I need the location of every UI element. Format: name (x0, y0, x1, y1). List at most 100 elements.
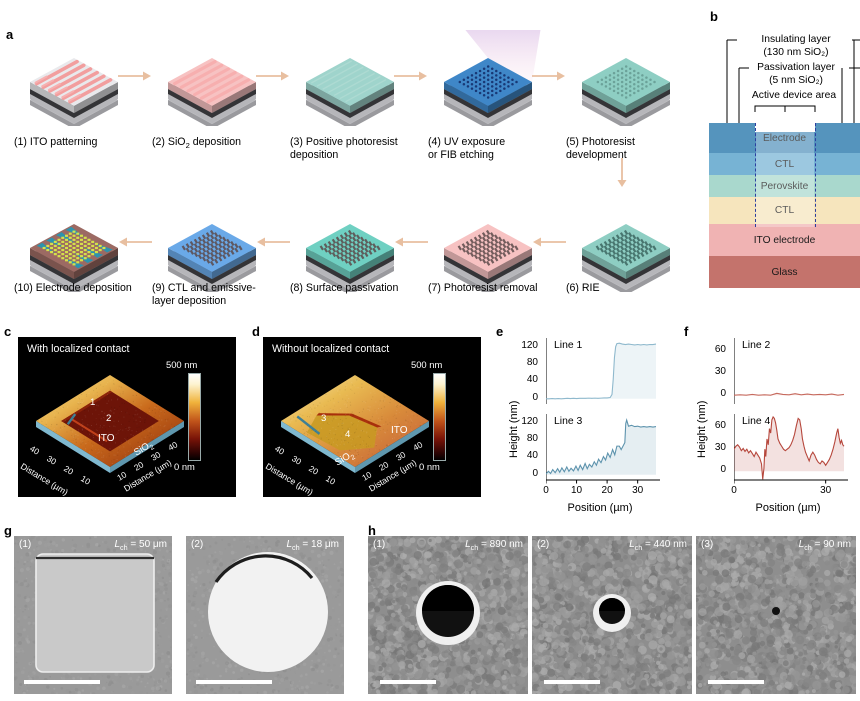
series-label-line-4: Line 4 (742, 416, 770, 427)
x-tick-e-line3-0: 0 (537, 485, 555, 496)
scale-bar (544, 680, 600, 684)
process-step-2 (152, 30, 270, 131)
sem-index-label: (3) (701, 539, 713, 550)
process-step-caption-9: (9) CTL and emissive-layer deposition (152, 282, 284, 307)
device-layer-glass: Glass (709, 256, 860, 288)
flow-arrow-wrap (118, 70, 146, 81)
x-tick-f-line4-30: 30 (817, 485, 835, 496)
sem-image-g-1: (1) Lch = 50 μm (14, 536, 172, 694)
flow-arrow-wrap (118, 236, 146, 247)
flow-arrow (256, 70, 290, 82)
sem-index-label: (2) (191, 539, 203, 550)
sem-image-h-3: (3) Lch = 90 nm (696, 536, 856, 694)
flow-arrow (532, 70, 566, 82)
callout-active-line1: Active device area (730, 90, 858, 103)
afm-annotation-marker-1: 1 (90, 397, 95, 408)
process-step-caption-1: (1) ITO patterning (14, 136, 146, 149)
afm-surface-without-localized-contact (263, 337, 481, 497)
x-tick-e-line3-10: 10 (568, 485, 586, 496)
afm-annotation-ito-label: ITO (391, 425, 407, 436)
scale-bar (196, 680, 272, 684)
process-step-caption-6: (6) RIE (566, 282, 698, 295)
flow-arrow (532, 236, 566, 248)
afm-colorbar (433, 373, 446, 461)
panel-a-letter: a (6, 28, 13, 41)
sem-index-label: (2) (537, 539, 549, 550)
process-step-3 (290, 30, 408, 131)
series-label-line-3: Line 3 (554, 416, 582, 427)
active-area-recess (755, 123, 815, 132)
afm-colorbar-min: 0 nm (419, 461, 440, 472)
process-step-4 (428, 30, 546, 131)
flow-arrow (394, 236, 428, 248)
process-step-caption-3: (3) Positive photoresist deposition (290, 136, 422, 161)
wafer-diagram-5 (566, 30, 692, 126)
y-tick-f-line2-60: 60 (684, 344, 726, 355)
panel-e-plots: 0 40 80 120 Line 1 0 40 80 120 Line 3 0 10 20 30 Heigh… (496, 330, 676, 520)
y-tick-f-line2-0: 0 (684, 388, 726, 399)
flow-arrow (118, 70, 152, 82)
y-tick-e-line1-40: 40 (496, 374, 538, 385)
afm-colorbar-max: 500 nm (411, 359, 442, 370)
process-step-caption-7: (7) Photoresist removal (428, 282, 560, 295)
y-tick-e-line1-120: 120 (496, 340, 538, 351)
process-step-caption-2: (2) SiO2 deposition (152, 136, 284, 153)
sem-channel-length-label: Lch = 90 nm (799, 539, 851, 552)
flow-arrow-wrap (256, 70, 284, 81)
sem-micrograph (368, 536, 528, 694)
process-step-caption-4: (4) UV exposure or FIB etching (428, 136, 560, 161)
sem-micrograph (186, 536, 344, 694)
x-axis-title: Position (µm) (718, 502, 858, 514)
sem-channel-length-label: Lch = 50 μm (114, 539, 167, 552)
device-layer-ito-electrode: ITO electrode (709, 224, 860, 256)
wafer-diagram-6 (566, 196, 692, 292)
y-tick-e-line3-0: 0 (496, 468, 538, 479)
sem-index-label: (1) (19, 539, 31, 550)
afm-annotation-marker-4: 4 (345, 429, 350, 440)
flow-arrow (394, 70, 428, 82)
callout-insulating-layer: Insulating layer (130 nm SiO₂) (736, 34, 856, 59)
sem-image-g-2: (2) Lch = 18 μm (186, 536, 344, 694)
panel-b-letter: b (710, 10, 718, 23)
flow-arrow-wrap (394, 70, 422, 81)
process-step-5 (566, 30, 684, 131)
sem-index-label: (1) (373, 539, 385, 550)
device-layer-label: Glass (771, 267, 797, 278)
flow-arrow-wrap (256, 236, 284, 247)
x-tick-e-line3-20: 20 (598, 485, 616, 496)
process-step-1 (14, 30, 132, 131)
callout-insulating-line1: Insulating layer (736, 34, 856, 47)
panel-b-device-stack: Electrode CTL Perovskite CTL ITO electrode Gl… (709, 123, 860, 288)
y-tick-e-line1-80: 80 (496, 357, 538, 368)
y-axis-title: Height (nm) (508, 401, 520, 458)
panel-c-afm-image: With localized contact 500 nm 0 nm Distanc… (18, 337, 236, 497)
afm-colorbar-min: 0 nm (174, 461, 195, 472)
sem-channel-length-label: Lch = 18 μm (286, 539, 339, 552)
process-step-caption-8: (8) Surface passivation (290, 282, 422, 295)
callout-insulating-line2: (130 nm SiO₂) (736, 47, 856, 60)
sem-image-h-2: (2) Lch = 440 nm (532, 536, 692, 694)
flow-arrow-down (616, 158, 627, 184)
sem-micrograph (532, 536, 692, 694)
sem-image-h-1: (1) Lch = 890 nm (368, 536, 528, 694)
device-layer-label: ITO electrode (754, 235, 816, 246)
series-label-line-2: Line 2 (742, 340, 770, 351)
device-layer-label: CTL (775, 159, 794, 170)
active-area-boundary-right (815, 123, 816, 227)
callout-passivation-layer: Passivation layer (5 nm SiO₂) (737, 62, 855, 87)
panel-g-letter: g (4, 524, 12, 537)
afm-annotation-ito-label: ITO (98, 433, 114, 444)
flow-arrow-wrap (394, 236, 422, 247)
x-tick-f-line4-0: 0 (725, 485, 743, 496)
panel-d-afm-image: Without localized contact 500 nm 0 nm Dist… (263, 337, 481, 497)
flow-arrow-wrap (532, 236, 560, 247)
sem-channel-length-label: Lch = 440 nm (629, 539, 687, 552)
x-axis-title: Position (µm) (530, 502, 670, 514)
sem-channel-length-label: Lch = 890 nm (465, 539, 523, 552)
panel-c-letter: c (4, 325, 11, 338)
afm-surface-with-localized-contact (18, 337, 236, 497)
sem-micrograph (14, 536, 172, 694)
afm-colorbar-max: 500 nm (166, 359, 197, 370)
flow-arrow (118, 236, 152, 248)
callout-active-device-area: Active device area (730, 90, 858, 103)
